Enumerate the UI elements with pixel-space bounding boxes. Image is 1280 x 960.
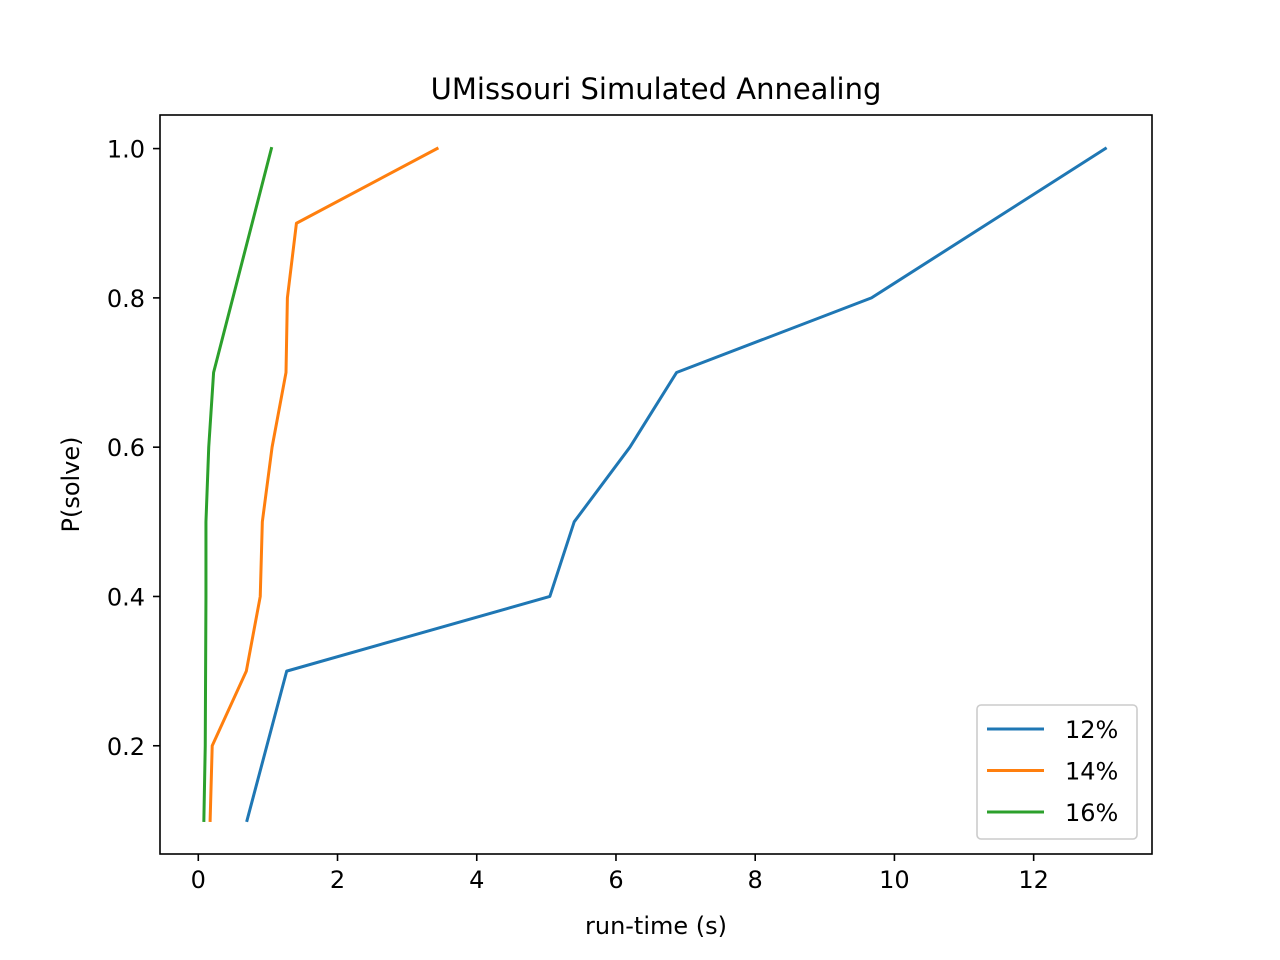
x-tick-label: 12 bbox=[1018, 866, 1049, 894]
series-line-16pct bbox=[202, 146, 274, 822]
y-tick-label: 0.2 bbox=[107, 733, 145, 761]
legend-label: 16% bbox=[1065, 799, 1118, 827]
y-tick-label: 0.8 bbox=[107, 285, 145, 313]
y-axis: 0.2 0.4 0.6 0.8 1.0 bbox=[107, 136, 160, 761]
y-tick-label: 1.0 bbox=[107, 136, 145, 164]
series-line-12pct bbox=[245, 146, 1108, 823]
x-tick-label: 8 bbox=[748, 866, 763, 894]
legend: 12% 14% 16% bbox=[976, 704, 1138, 840]
x-tick-label: 6 bbox=[608, 866, 623, 894]
y-tick-label: 0.6 bbox=[107, 434, 145, 462]
plot-frame bbox=[159, 114, 1153, 855]
y-axis-label: P(solve) bbox=[57, 436, 85, 532]
chart-title: UMissouri Simulated Annealing bbox=[431, 72, 882, 106]
legend-box bbox=[976, 704, 1138, 840]
x-tick-label: 4 bbox=[469, 866, 484, 894]
x-tick-label: 2 bbox=[330, 866, 345, 894]
x-axis: 0 2 4 6 8 10 12 bbox=[191, 854, 1049, 894]
x-tick-label: 0 bbox=[191, 866, 206, 894]
x-tick-label: 10 bbox=[879, 866, 910, 894]
legend-label: 12% bbox=[1065, 716, 1118, 744]
series-line-14pct bbox=[208, 146, 440, 822]
x-axis-label: run-time (s) bbox=[585, 912, 727, 940]
y-tick-label: 0.4 bbox=[107, 583, 145, 611]
legend-label: 14% bbox=[1065, 758, 1118, 786]
series-layer bbox=[202, 146, 1108, 823]
